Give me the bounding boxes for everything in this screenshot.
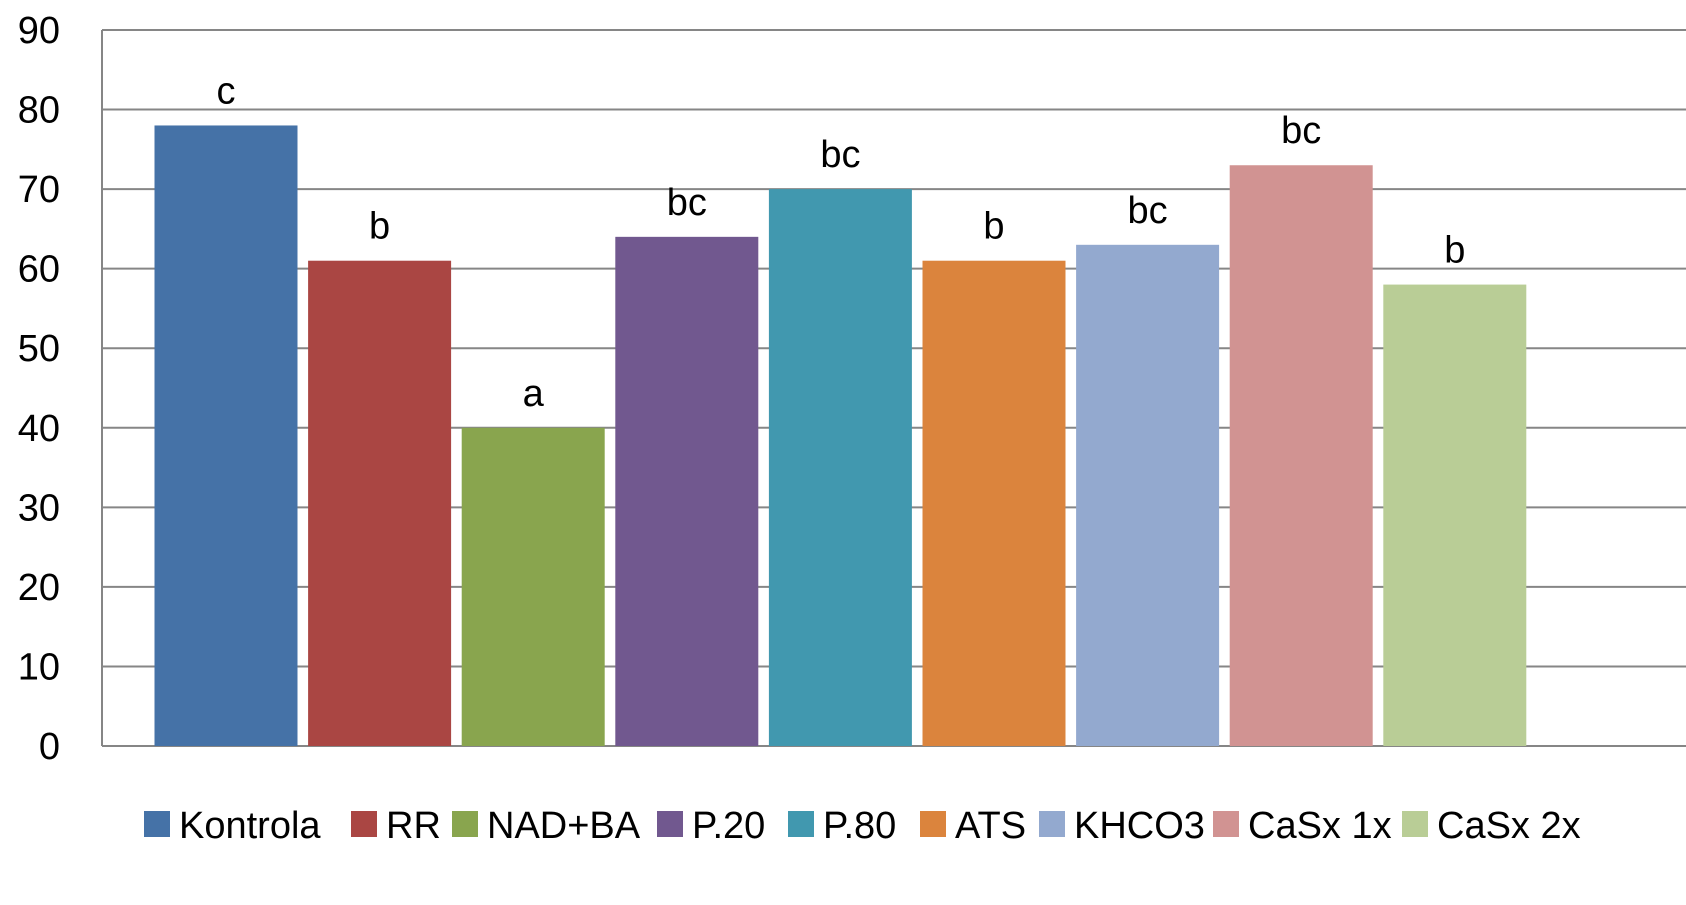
legend-swatch: [452, 811, 478, 837]
bar-ATS: [922, 260, 1066, 746]
data-label: bc: [1128, 190, 1168, 232]
legend-label: RR: [386, 805, 441, 847]
legend-swatch: [1039, 811, 1065, 837]
y-tick-label: 90: [18, 10, 60, 52]
data-label: a: [523, 373, 545, 415]
y-tick-label: 70: [18, 169, 60, 211]
data-labels: c b a bc bc b bc bc b: [217, 70, 1466, 414]
data-label: b: [1444, 230, 1465, 272]
y-tick-label: 20: [18, 567, 60, 609]
y-tick-label: 60: [18, 249, 60, 291]
legend-label: Kontrola: [179, 805, 321, 847]
data-label: c: [217, 70, 236, 112]
legend-swatch: [1213, 811, 1239, 837]
y-tick-label: 10: [18, 646, 60, 688]
bar-CaSx 1x: [1229, 165, 1373, 746]
legend-swatch: [144, 811, 170, 837]
bar-Kontrola: [154, 125, 298, 746]
legend-swatch: [788, 811, 814, 837]
legend-swatch: [1402, 811, 1428, 837]
bar-P.80: [768, 189, 912, 747]
data-label: bc: [1281, 110, 1321, 152]
legend-swatch: [657, 811, 683, 837]
legend-label: CaSx 2x: [1437, 805, 1581, 847]
bar-P.20: [615, 236, 759, 746]
legend-swatch: [920, 811, 946, 837]
bars: [154, 125, 1527, 747]
y-tick-label: 30: [18, 487, 60, 529]
y-tick-label: 0: [39, 726, 60, 768]
legend-label: KHCO3: [1074, 805, 1205, 847]
bar-RR: [308, 260, 452, 746]
y-tick-label: 50: [18, 328, 60, 370]
data-label: bc: [820, 134, 860, 176]
legend-swatch: [351, 811, 377, 837]
y-tick-label: 40: [18, 408, 60, 450]
data-label: b: [369, 206, 390, 248]
legend-label: ATS: [955, 805, 1026, 847]
legend: Kontrola RR NAD+BA P.20 P.80 ATS KHCO3 CaSx 1x C…: [144, 805, 1581, 847]
bar-NAD+BA: [461, 427, 605, 746]
legend-label: NAD+BA: [487, 805, 641, 847]
bar-KHCO3: [1076, 244, 1220, 747]
y-tick-label: 80: [18, 90, 60, 132]
legend-label: CaSx 1x: [1248, 805, 1392, 847]
data-label: bc: [667, 182, 707, 224]
legend-label: P.80: [823, 805, 896, 847]
data-label: b: [983, 206, 1004, 248]
legend-label: P.20: [692, 805, 765, 847]
bar-CaSx 2x: [1383, 284, 1527, 746]
